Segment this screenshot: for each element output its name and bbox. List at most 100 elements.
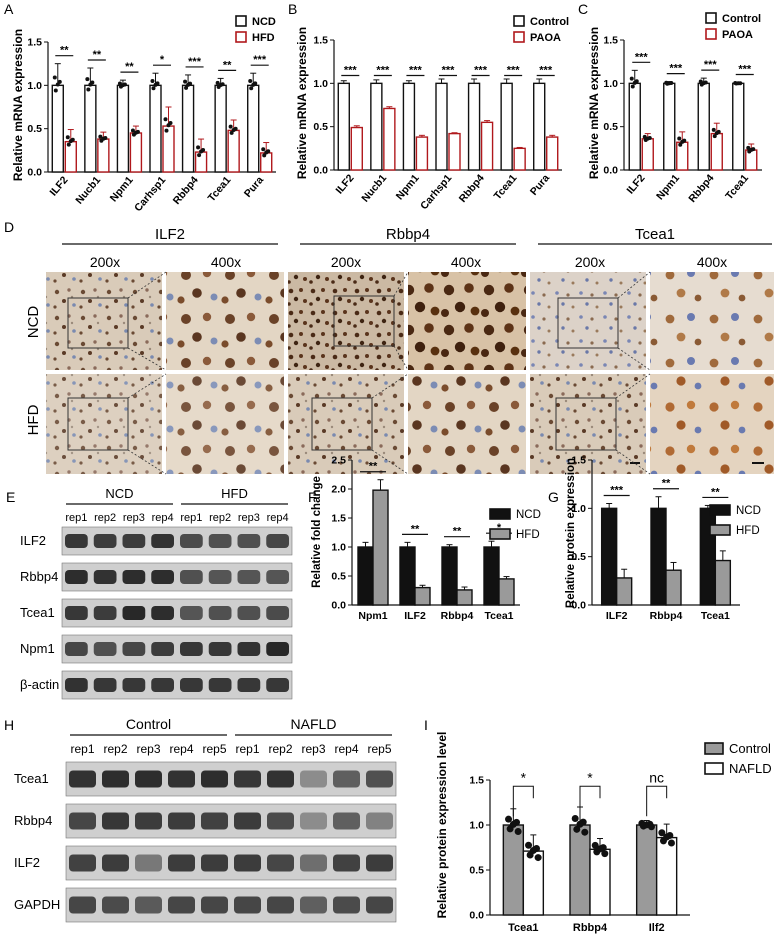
data-point: [164, 128, 169, 133]
bar-paoa: [480, 121, 494, 171]
data-point: [98, 134, 103, 139]
y-axis-label: Relative protein expression level: [435, 732, 449, 919]
blot-band: [266, 642, 289, 656]
bar-control: [500, 82, 513, 171]
rbbp4-hfd-200x-image: [288, 374, 404, 474]
bar-ncd: [357, 546, 374, 606]
lane-label: rep1: [70, 742, 94, 756]
bar-nafld: [655, 836, 678, 916]
blot-band: [69, 896, 96, 914]
blot-band: [65, 570, 88, 584]
x-tick-label: Rbbp4: [457, 172, 487, 205]
panel-letter: G: [548, 489, 559, 505]
ilf2-hfd-400x-image: [166, 374, 284, 474]
significance-label: ***: [635, 51, 649, 63]
x-tick-label: Tcea1: [723, 172, 751, 202]
x-tick-label: Nucb1: [359, 172, 389, 204]
blot-band: [151, 534, 174, 548]
data-point: [571, 815, 579, 823]
bar-paoa: [350, 126, 363, 171]
bar-control: [732, 82, 745, 171]
panel-letter-d: D: [4, 219, 14, 235]
blot-band: [93, 534, 117, 548]
bar-ncd: [483, 546, 500, 606]
data-point: [534, 854, 542, 862]
bar-hfd: [456, 589, 473, 606]
tcea1-ncd-200x-image: [530, 272, 646, 370]
y-axis-label: Relative mRNA expression: [295, 27, 309, 179]
data-point: [733, 81, 738, 86]
bar-ncd: [84, 84, 97, 173]
y-tick-label: 1.5: [331, 513, 346, 525]
lane-label: rep2: [94, 512, 116, 524]
panel-letter: A: [4, 1, 14, 17]
significance-label: ***: [474, 65, 488, 77]
y-tick-label: 1.5: [571, 455, 586, 467]
group-label: HFD: [221, 486, 248, 501]
blot-band: [237, 642, 261, 656]
data-point: [711, 127, 716, 132]
significance-label: **: [662, 478, 671, 490]
significance-bracket: [579, 785, 601, 817]
bar-paoa: [745, 149, 758, 171]
group-label: Control: [126, 716, 171, 732]
blot-band: [180, 570, 203, 584]
significance-label: ***: [344, 65, 358, 77]
blot-band: [266, 678, 289, 692]
group-label-ilf2: ILF2: [155, 226, 185, 243]
y-tick-label: 1.5: [313, 35, 328, 47]
significance-label: **: [60, 45, 69, 57]
bar-paoa: [513, 147, 526, 171]
y-axis-label: Relative fold change: [311, 476, 323, 588]
row-label-ncd: NCD: [25, 306, 42, 339]
data-point: [576, 820, 584, 828]
blot-band: [366, 854, 393, 872]
legend-swatch: [705, 28, 717, 40]
data-point: [525, 841, 533, 849]
legend-label: HFD: [736, 525, 760, 537]
data-point: [150, 78, 155, 83]
bar-control: [337, 82, 350, 171]
data-point: [509, 820, 517, 828]
legend-swatch: [235, 15, 247, 27]
bar-control: [569, 824, 591, 916]
data-point: [229, 130, 234, 135]
blot-band: [151, 642, 174, 656]
data-point: [262, 153, 267, 158]
x-tick-label: ILF2: [624, 172, 647, 196]
data-point: [68, 139, 73, 144]
blot-band: [366, 770, 393, 788]
blot-band: [180, 606, 203, 620]
data-point: [231, 127, 236, 132]
lane-label: rep2: [209, 512, 231, 524]
significance-label: ***: [738, 63, 752, 75]
data-point: [130, 128, 135, 133]
data-point: [601, 850, 609, 858]
blot-band: [300, 896, 327, 914]
significance-bracket: [646, 785, 668, 817]
legend-swatch: [709, 504, 731, 516]
blot-band: [333, 770, 360, 788]
bar-hfd: [665, 569, 682, 606]
bar-hfd: [714, 559, 732, 606]
blot-band: [168, 896, 195, 914]
y-tick-label: 0.0: [331, 600, 346, 612]
protein-label: β-actin: [20, 677, 59, 692]
x-tick-label: Carhsp1: [418, 172, 454, 212]
data-point: [714, 131, 719, 136]
rbbp4-ncd-200x-image: [288, 272, 404, 370]
data-point: [746, 145, 751, 150]
y-tick-label: 0.0: [313, 165, 328, 177]
panel-letter: I: [424, 717, 428, 733]
x-tick-label: Tcea1: [701, 610, 730, 622]
protein-label: ILF2: [20, 533, 46, 548]
panel-i-bar-chart: I 0.0 0.5 1.0 1.5 Relative protein expression…: [424, 717, 772, 934]
bar-hfd: [414, 586, 431, 606]
legend-swatch: [235, 31, 247, 43]
legend-label: NCD: [516, 509, 541, 521]
blot-band: [151, 678, 174, 692]
panel-h-western-blot: H Control NAFLD rep1 rep2 rep3 rep4 rep5 rep1 rep…: [4, 716, 397, 923]
zoom-box: [67, 297, 129, 349]
